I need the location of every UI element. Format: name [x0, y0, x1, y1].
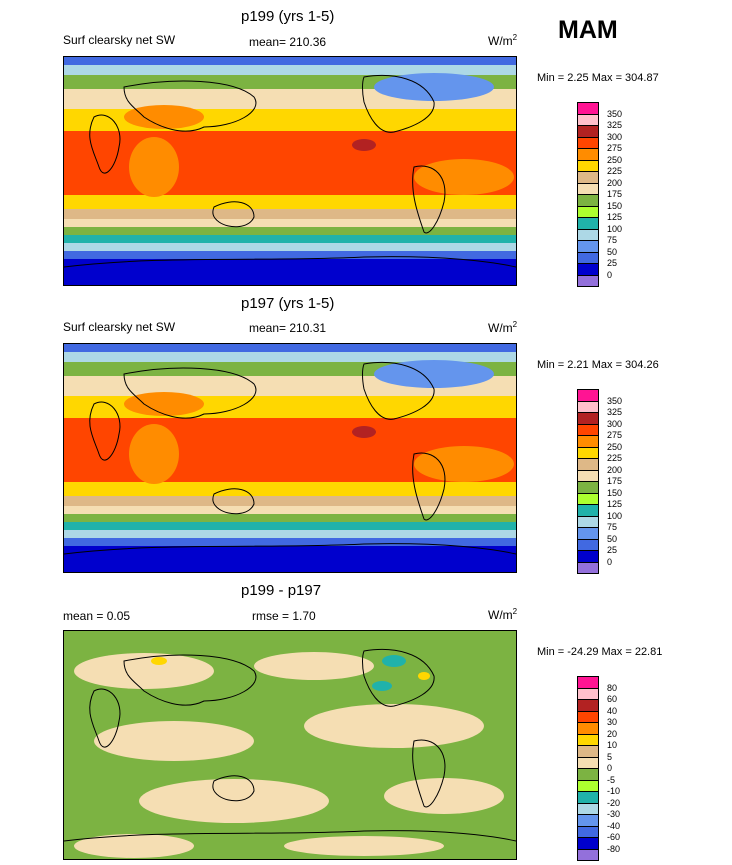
colorbar-tick-label: 225	[607, 166, 623, 176]
map-panel-top	[63, 56, 517, 286]
colorbar-swatch	[577, 274, 599, 287]
colorbar-tick-label: 125	[607, 499, 623, 509]
colorbar-tick-label: -20	[607, 797, 621, 808]
panel-bottom-mean: mean = 0.05	[63, 609, 131, 623]
colorbar-middle: 350 325 300 275 250 225 200 175 150 125 100 75 50 25 0	[577, 389, 622, 574]
colorbar-tick-label: 10	[607, 740, 618, 750]
colorbar-tick-label: 300	[607, 131, 623, 142]
panel-top-units: W/m2	[488, 33, 518, 48]
colorbar-swatch	[577, 561, 599, 574]
colorbar-tick-label: 50	[607, 533, 618, 544]
colorbar-tick-label: 5	[607, 751, 613, 762]
colorbar-tick-label: 275	[607, 143, 623, 153]
colorbar-tick-label: 40	[607, 705, 618, 716]
colorbar-tick-label: -5	[607, 774, 616, 785]
colorbar-tick-label: 325	[607, 120, 623, 130]
colorbar-tick-label: 50	[607, 246, 618, 257]
colorbar-tick-label: 275	[607, 430, 623, 440]
colorbar-tick-label: 100	[607, 223, 623, 234]
colorbar-tick-label: 75	[607, 235, 618, 245]
panel-top-mean: mean= 210.36	[249, 35, 327, 49]
colorbar-tick-label: 175	[607, 476, 623, 486]
panel-bottom-minmax: Min = -24.29 Max = 22.81	[537, 646, 663, 658]
colorbar-tick-label: 200	[607, 464, 623, 475]
colorbar-tick-label: 0	[607, 269, 613, 280]
colorbar-tick-label: -30	[607, 809, 621, 819]
colorbar-tick-label: 25	[607, 258, 618, 268]
season-label: MAM	[558, 16, 618, 44]
map-panel-bottom	[63, 630, 517, 860]
colorbar-tick-label: 20	[607, 728, 618, 739]
panel-middle-variable: Surf clearsky net SW	[63, 320, 176, 334]
panel-middle-units: W/m2	[488, 320, 518, 335]
colorbar-tick-label: -40	[607, 820, 621, 831]
colorbar-tick-label: -60	[607, 832, 621, 842]
colorbar-tick-label: 350	[607, 108, 623, 119]
colorbar-tick-label: 300	[607, 418, 623, 429]
colorbar-tick-label: 150	[607, 200, 623, 211]
panel-top-title: p199 (yrs 1-5)	[241, 8, 335, 25]
colorbar-tick-label: 175	[607, 189, 623, 199]
colorbar-tick-label: 250	[607, 441, 623, 452]
colorbar-swatch	[577, 848, 599, 861]
panel-top-minmax: Min = 2.25 Max = 304.87	[537, 72, 659, 84]
colorbar-tick-label: 125	[607, 212, 623, 222]
colorbar-tick-label: 60	[607, 694, 618, 704]
colorbar-tick-label: 100	[607, 510, 623, 521]
panel-bottom-title: p199 - p197	[241, 582, 322, 599]
colorbar-tick-label: 325	[607, 407, 623, 417]
colorbar-tick-label: 25	[607, 545, 618, 555]
colorbar-tick-label: 250	[607, 154, 623, 165]
colorbar-tick-label: 350	[607, 395, 623, 406]
colorbar-tick-label: 80	[607, 682, 618, 693]
colorbar-tick-label: -10	[607, 786, 621, 796]
colorbar-tick-label: 30	[607, 717, 618, 727]
colorbar-top: 350 325 300 275 250 225 200 175 150 125 100 75 50 25 0	[577, 102, 622, 287]
colorbar-tick-label: -80	[607, 843, 621, 854]
panel-bottom-rmse: rmse = 1.70	[252, 609, 316, 623]
panel-middle-title: p197 (yrs 1-5)	[241, 295, 335, 312]
panel-middle-mean: mean= 210.31	[249, 321, 327, 335]
colorbar-tick-label: 150	[607, 487, 623, 498]
colorbar-tick-label: 0	[607, 556, 613, 567]
panel-top-variable: Surf clearsky net SW	[63, 33, 176, 47]
panel-middle-minmax: Min = 2.21 Max = 304.26	[537, 359, 659, 371]
colorbar-tick-label: 200	[607, 177, 623, 188]
panel-bottom-units: W/m2	[488, 607, 518, 622]
map-panel-middle	[63, 343, 517, 573]
colorbar-bottom: 80 60 40 30 20 10 5 0 -5 -10 -20 -30 -40 -60 -80	[577, 676, 620, 861]
colorbar-tick-label: 75	[607, 522, 618, 532]
colorbar-tick-label: 225	[607, 453, 623, 463]
colorbar-tick-label: 0	[607, 763, 613, 773]
